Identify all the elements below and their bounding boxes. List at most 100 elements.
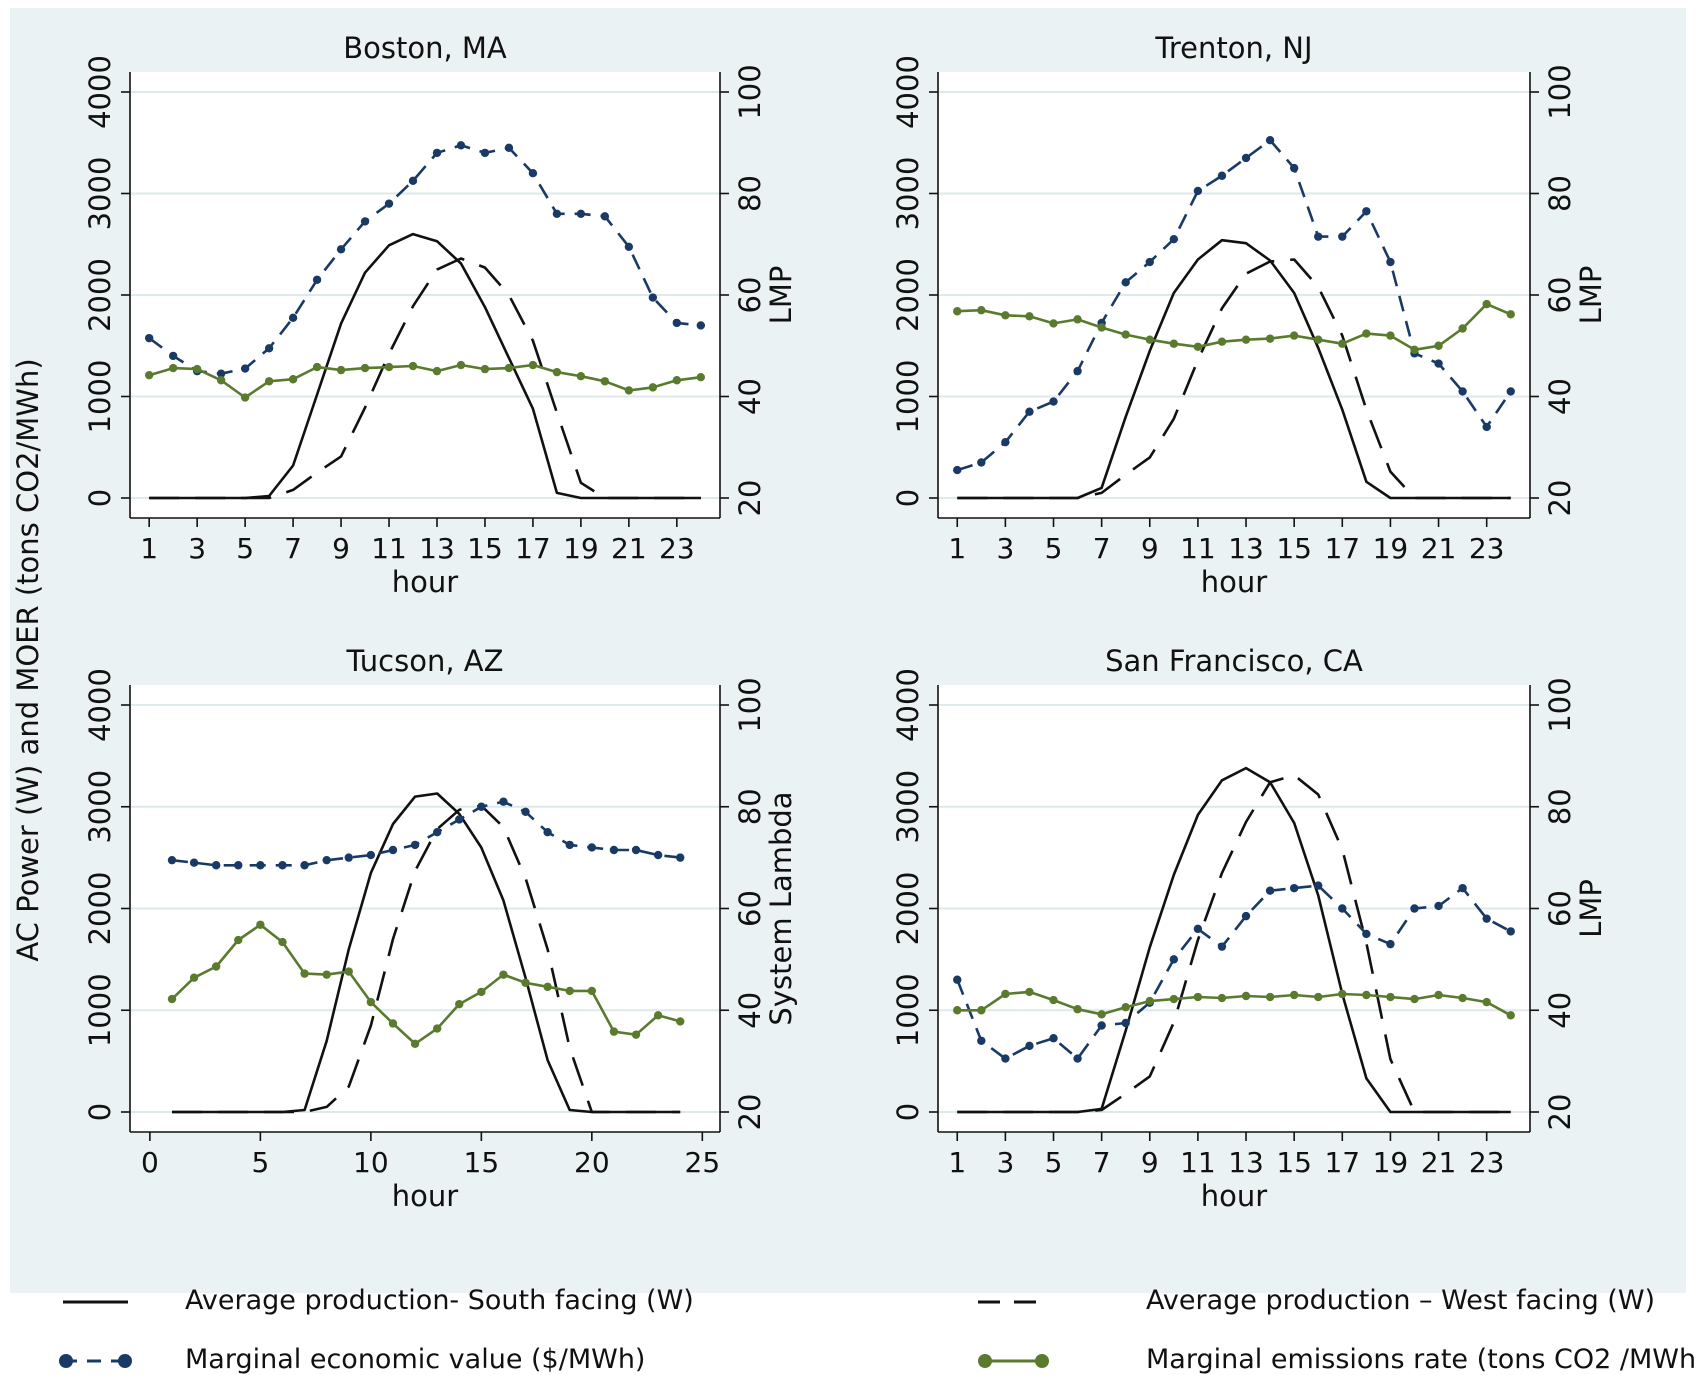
x-tick-label: 19 (1373, 1146, 1409, 1179)
x-tick-label: 0 (141, 1146, 159, 1179)
data-point-economic (1506, 387, 1515, 396)
y-tick-label: 4000 (891, 55, 925, 129)
x-tick-label: 3 (188, 532, 206, 565)
data-point-emissions (388, 1019, 398, 1028)
data-point-emissions (456, 360, 466, 370)
data-point-emissions (322, 970, 331, 979)
data-point-emissions (336, 365, 346, 375)
data-point-economic (543, 827, 552, 837)
data-point-economic (672, 318, 682, 328)
data-point-economic (953, 975, 962, 984)
data-point-emissions (504, 363, 514, 373)
x-tick-label: 11 (371, 532, 407, 565)
data-point-emissions (168, 363, 178, 373)
data-point-emissions (1145, 996, 1154, 1006)
data-point-emissions (1121, 1002, 1130, 1012)
x-tick-label: 7 (1093, 532, 1111, 565)
y-tick-label: 0 (891, 489, 925, 507)
data-point-economic (1169, 955, 1179, 964)
x-tick-label: 15 (1276, 1146, 1312, 1179)
x-tick-label: 17 (1324, 1146, 1360, 1179)
data-point-emissions (1217, 993, 1227, 1003)
data-point-emissions (189, 973, 199, 982)
data-point-economic (1121, 1018, 1130, 1028)
series-line-emissions (171, 923, 681, 1046)
data-point-emissions (1025, 312, 1034, 321)
data-point-economic (696, 321, 706, 330)
y-tick-label: 4000 (83, 55, 117, 129)
data-point-emissions (953, 307, 962, 316)
x-axis-title: hour (392, 1179, 459, 1213)
data-point-economic (1289, 883, 1299, 893)
x-tick-label: 7 (284, 532, 302, 565)
data-point-economic (1458, 387, 1467, 396)
data-point-economic (1314, 232, 1323, 241)
data-point-emissions (499, 970, 508, 979)
x-tick-label: 23 (659, 532, 695, 565)
data-point-emissions (1458, 324, 1467, 333)
data-point-economic (167, 855, 177, 865)
data-point-emissions (1025, 987, 1034, 997)
data-point-emissions (1001, 311, 1010, 320)
y-right-tick-label: 80 (733, 175, 767, 212)
data-point-emissions (1073, 315, 1082, 324)
y-right-tick-label: 60 (1543, 890, 1577, 927)
y-right-axis-title: System Lambda (764, 791, 798, 1025)
data-point-economic (322, 855, 331, 865)
data-point-economic (1049, 1034, 1058, 1043)
data-point-emissions (1169, 339, 1179, 348)
data-point-emissions (408, 361, 418, 371)
x-tick-label: 3 (996, 1146, 1014, 1179)
y-right-tick-label: 100 (733, 64, 767, 119)
data-point-emissions (144, 370, 154, 380)
y-tick-label: 2000 (891, 872, 925, 946)
data-point-economic (1362, 207, 1371, 216)
data-point-economic (1265, 886, 1275, 895)
data-point-emissions (1169, 994, 1179, 1004)
y-right-tick-label: 100 (733, 677, 767, 732)
x-tick-label: 15 (467, 532, 503, 565)
y-right-tick-label: 60 (733, 890, 767, 927)
data-point-economic (288, 313, 298, 323)
y-tick-label: 1000 (83, 973, 117, 1047)
y-right-axis-title: LMP (1574, 266, 1608, 325)
y-tick-label: 3000 (891, 770, 925, 844)
data-point-emissions (565, 986, 574, 996)
data-point-emissions (1289, 990, 1299, 1000)
data-point-economic (1482, 422, 1491, 432)
data-point-economic (234, 861, 243, 870)
x-tick-label: 15 (1276, 532, 1312, 565)
x-tick-label: 11 (1180, 1146, 1216, 1179)
series-line-west (172, 804, 681, 1114)
x-tick-label: 5 (236, 532, 254, 565)
y-tick-label: 4000 (83, 668, 117, 742)
data-point-economic (300, 861, 309, 870)
y-right-tick-label: 100 (1543, 677, 1577, 732)
data-point-emissions (1434, 990, 1443, 1000)
data-point-emissions (216, 376, 226, 385)
y-axis-title: AC Power (W) and MOER (tons CO2/MWh) (11, 358, 45, 961)
data-point-economic (1338, 232, 1347, 241)
data-point-economic (1506, 927, 1515, 936)
data-point-economic (499, 797, 508, 806)
data-point-economic (360, 217, 370, 226)
y-right-tick-label: 40 (733, 378, 767, 415)
data-point-emissions (1193, 342, 1203, 351)
data-point-emissions (1193, 992, 1203, 1002)
data-point-emissions (1097, 323, 1106, 332)
x-tick-label: 20 (574, 1146, 610, 1179)
data-point-emissions (1482, 299, 1491, 309)
data-point-economic (648, 293, 658, 302)
x-tick-label: 17 (1324, 532, 1360, 565)
data-point-emissions (624, 386, 634, 395)
data-point-economic (600, 212, 610, 221)
y-tick-label: 3000 (891, 157, 925, 231)
x-tick-label: 1 (948, 1146, 966, 1179)
y-tick-label: 0 (83, 1103, 117, 1121)
data-point-emissions (1458, 993, 1467, 1003)
data-point-economic (477, 802, 486, 811)
x-tick-label: 21 (1421, 532, 1457, 565)
